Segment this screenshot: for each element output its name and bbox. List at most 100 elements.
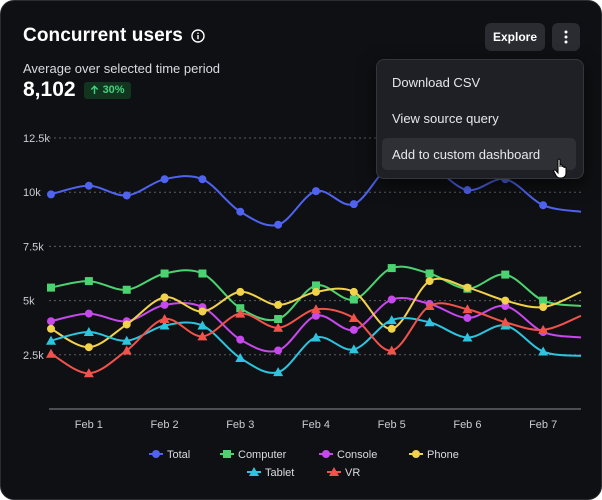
data-point-vr xyxy=(386,345,397,355)
hand-pointer-icon xyxy=(553,158,567,179)
series-tablet xyxy=(46,315,582,377)
metric-row: 8,102 30% xyxy=(23,78,131,102)
y-tick-label: 7.5k xyxy=(23,241,44,253)
data-point-computer xyxy=(160,269,169,278)
data-point-console xyxy=(84,309,93,318)
data-point-console xyxy=(387,295,396,304)
data-point-phone xyxy=(122,320,131,329)
data-point-phone xyxy=(47,324,55,333)
legend-marker xyxy=(249,467,259,476)
data-point-tablet xyxy=(235,353,246,363)
data-point-total xyxy=(198,175,207,184)
data-point-total xyxy=(47,190,55,199)
x-tick-label: Feb 2 xyxy=(151,419,179,431)
data-point-phone xyxy=(274,300,283,309)
data-point-phone xyxy=(312,287,320,296)
legend-label: Total xyxy=(167,449,190,461)
data-point-computer xyxy=(501,270,510,279)
arrow-up-icon xyxy=(90,85,98,94)
data-point-tablet xyxy=(311,332,321,342)
data-point-computer xyxy=(198,269,207,278)
y-tick-label: 2.5k xyxy=(23,350,44,362)
data-point-vr xyxy=(159,314,170,324)
change-badge-value: 30% xyxy=(102,84,125,96)
data-point-tablet xyxy=(462,332,473,342)
legend-label: Console xyxy=(337,449,377,461)
data-point-computer xyxy=(84,277,93,286)
data-point-vr xyxy=(46,348,56,358)
data-point-tablet xyxy=(348,344,359,354)
metric-value: 8,102 xyxy=(23,78,76,101)
data-point-total xyxy=(539,201,548,210)
series-phone xyxy=(47,277,582,352)
data-point-console xyxy=(463,313,472,322)
data-point-tablet xyxy=(424,317,435,327)
legend-label: Computer xyxy=(238,449,287,461)
data-point-vr xyxy=(348,312,359,322)
legend-label: Phone xyxy=(427,449,459,461)
data-point-total xyxy=(463,186,472,195)
legend-label: VR xyxy=(345,467,360,479)
legend-item-tablet[interactable]: Tablet xyxy=(247,467,294,479)
data-point-console xyxy=(160,300,169,309)
data-point-tablet xyxy=(386,315,397,325)
data-point-phone xyxy=(198,307,207,316)
y-tick-label: 5k xyxy=(23,296,35,308)
legend-marker xyxy=(412,450,420,458)
series-vr xyxy=(46,301,582,378)
data-point-vr xyxy=(235,308,246,318)
options-menu: Download CSV View source query Add to cu… xyxy=(376,59,584,179)
data-point-vr xyxy=(83,368,94,378)
data-point-vr xyxy=(462,304,473,314)
data-point-computer xyxy=(47,283,55,292)
data-point-total xyxy=(122,191,131,200)
data-point-tablet xyxy=(121,335,132,345)
data-point-console xyxy=(47,317,55,326)
data-point-tablet xyxy=(197,320,208,330)
data-point-computer xyxy=(312,281,320,290)
data-point-vr xyxy=(500,317,511,327)
data-point-total xyxy=(84,181,93,190)
data-point-phone xyxy=(236,287,245,296)
data-point-tablet xyxy=(538,346,549,356)
data-point-vr xyxy=(197,331,208,341)
data-point-phone xyxy=(501,296,510,305)
more-options-button[interactable] xyxy=(552,23,580,51)
data-point-tablet xyxy=(159,320,170,330)
series-total xyxy=(47,159,582,229)
menu-item-download-csv[interactable]: Download CSV xyxy=(392,74,481,90)
legend-item-vr[interactable]: VR xyxy=(327,467,360,479)
data-point-computer xyxy=(274,315,283,324)
legend-item-console[interactable]: Console xyxy=(319,449,377,461)
data-point-phone xyxy=(84,343,93,352)
y-tick-label: 12.5k xyxy=(23,133,50,145)
data-point-total xyxy=(274,220,283,229)
info-icon[interactable] xyxy=(191,29,205,43)
legend-marker xyxy=(152,450,160,458)
legend-item-total[interactable]: Total xyxy=(149,449,190,461)
data-point-computer xyxy=(425,269,434,278)
x-tick-label: Feb 6 xyxy=(453,419,481,431)
data-point-console xyxy=(349,325,358,334)
x-tick-label: Feb 4 xyxy=(302,419,330,431)
data-point-vr xyxy=(538,324,549,334)
title-row: Concurrent users xyxy=(23,25,205,47)
legend-marker xyxy=(322,450,330,458)
data-point-vr xyxy=(121,345,132,355)
menu-item-add-to-custom-dashboard[interactable]: Add to custom dashboard xyxy=(382,138,576,170)
legend-item-phone[interactable]: Phone xyxy=(409,449,459,461)
data-point-tablet xyxy=(273,367,284,377)
data-point-computer xyxy=(387,264,396,273)
explore-button[interactable]: Explore xyxy=(485,23,545,51)
legend-item-computer[interactable]: Computer xyxy=(220,449,287,461)
data-point-phone xyxy=(425,277,434,286)
data-point-console xyxy=(312,311,320,320)
menu-item-view-source-query[interactable]: View source query xyxy=(392,110,499,126)
x-tick-label: Feb 1 xyxy=(75,419,103,431)
data-point-phone xyxy=(539,303,548,312)
chart-title: Concurrent users xyxy=(23,25,183,46)
change-badge: 30% xyxy=(83,81,131,99)
more-vertical-icon xyxy=(564,30,568,44)
